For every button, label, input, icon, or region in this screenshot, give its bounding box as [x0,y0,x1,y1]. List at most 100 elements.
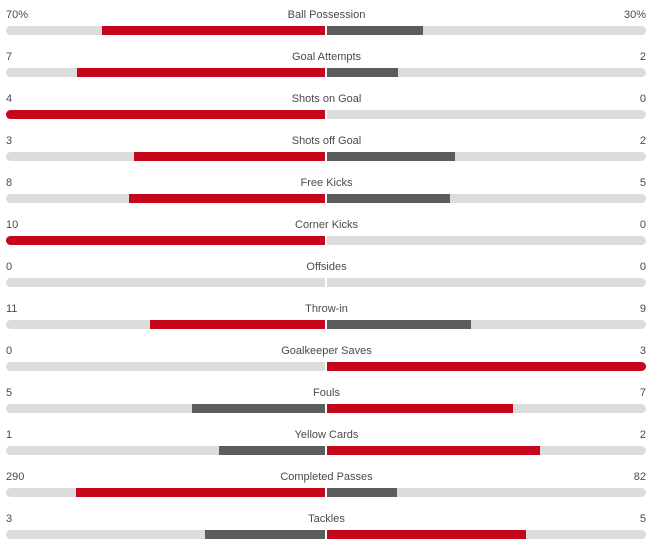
home-bar-fill [150,320,325,329]
stat-name: Ball Possession [287,9,366,21]
stat-row-tackles: Tackles 3 5 [0,508,653,550]
home-bar-track [6,404,325,413]
away-bar-fill [327,530,526,539]
home-bar-track [6,152,325,161]
home-value: 0 [6,261,13,273]
away-value: 9 [639,303,646,315]
stat-row-corner-kicks: Corner Kicks 10 0 [0,214,653,256]
away-value: 30% [623,9,646,21]
home-bar-track [6,488,325,497]
away-bar-track [327,488,646,497]
home-value: 70% [6,9,29,21]
home-bar-fill [102,26,325,35]
stat-row-shots-off-goal: Shots off Goal 3 2 [0,130,653,172]
stat-name: Goal Attempts [291,51,362,63]
away-bar-track [327,362,646,371]
stat-row-goal-attempts: Goal Attempts 7 2 [0,46,653,88]
away-bar-track [327,320,646,329]
stat-row-yellow-cards: Yellow Cards 1 2 [0,424,653,466]
home-bar-fill [77,68,325,77]
away-value: 2 [639,429,646,441]
home-bar-track [6,68,325,77]
away-bar-fill [327,320,471,329]
away-bar-track [327,404,646,413]
home-bar-fill [6,110,325,119]
stat-row-completed-passes: Completed Passes 290 82 [0,466,653,508]
away-bar-fill [327,152,455,161]
stat-name: Offsides [306,261,347,273]
away-value: 2 [639,51,646,63]
home-bar-fill [205,530,325,539]
away-value: 7 [639,387,646,399]
home-bar-track [6,362,325,371]
away-bar-track [327,68,646,77]
away-bar-track [327,152,646,161]
home-bar-fill [129,194,325,203]
away-bar-track [327,446,646,455]
away-value: 5 [639,513,646,525]
away-bar-track [327,26,646,35]
stat-row-throw-in: Throw-in 11 9 [0,298,653,340]
stat-name: Shots on Goal [291,93,362,105]
stat-row-offsides: Offsides 0 0 [0,256,653,298]
away-value: 82 [633,471,646,483]
stat-name: Tackles [308,513,345,525]
stat-row-free-kicks: Free Kicks 8 5 [0,172,653,214]
home-value: 0 [6,345,13,357]
home-bar-fill [219,446,325,455]
stat-name: Shots off Goal [291,135,362,147]
home-value: 11 [6,303,18,315]
home-bar-track [6,26,325,35]
away-bar-track [327,194,646,203]
away-value: 3 [639,345,646,357]
stat-row-fouls: Fouls 5 7 [0,382,653,424]
home-bar-fill [192,404,325,413]
home-bar-track [6,530,325,539]
home-bar-fill [76,488,325,497]
home-bar-track [6,446,325,455]
stat-name: Yellow Cards [294,429,359,441]
stat-name: Free Kicks [300,177,353,189]
away-bar-track [327,530,646,539]
away-bar-track [327,278,646,287]
stat-row-goalkeeper-saves: Goalkeeper Saves 0 3 [0,340,653,382]
home-value: 8 [6,177,13,189]
home-bar-track [6,194,325,203]
away-value: 2 [639,135,646,147]
away-bar-fill [327,26,423,35]
stat-name: Completed Passes [280,471,373,483]
home-bar-track [6,110,325,119]
away-value: 0 [639,219,646,231]
home-bar-fill [134,152,325,161]
stat-name: Throw-in [305,303,348,315]
away-value: 0 [639,261,646,273]
home-value: 3 [6,513,13,525]
stat-row-ball-possession: Ball Possession 70% 30% [0,4,653,46]
away-bar-track [327,110,646,119]
stat-name: Fouls [313,387,340,399]
home-value: 4 [6,93,13,105]
home-bar-track [6,236,325,245]
stat-name: Corner Kicks [295,219,358,231]
home-value: 7 [6,51,13,63]
away-bar-fill [327,362,646,371]
away-bar-fill [327,446,540,455]
away-bar-track [327,236,646,245]
home-value: 3 [6,135,13,147]
home-bar-fill [6,236,325,245]
home-bar-track [6,278,325,287]
home-value: 5 [6,387,13,399]
home-value: 10 [6,219,19,231]
away-bar-fill [327,404,513,413]
away-bar-fill [327,68,398,77]
stat-name: Goalkeeper Saves [281,345,372,357]
home-value: 1 [6,429,13,441]
away-bar-fill [327,194,450,203]
away-value: 5 [639,177,646,189]
away-value: 0 [639,93,646,105]
home-bar-track [6,320,325,329]
home-value: 290 [6,471,25,483]
away-bar-fill [327,488,397,497]
stat-row-shots-on-goal: Shots on Goal 4 0 [0,88,653,130]
